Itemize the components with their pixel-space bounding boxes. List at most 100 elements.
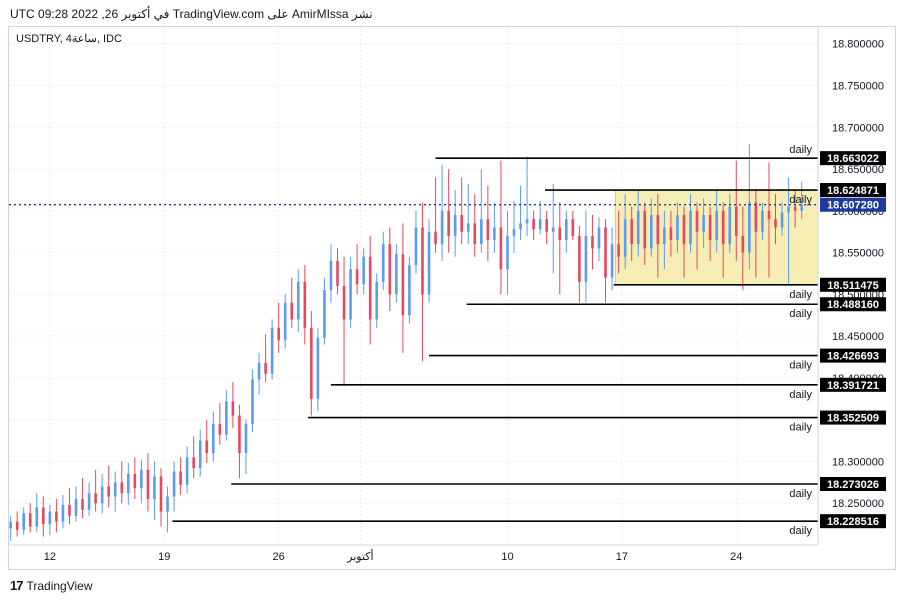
candle-body: [55, 511, 58, 522]
candle-body: [310, 327, 313, 399]
candle-body: [179, 471, 182, 485]
level-price-label: 18.624871: [827, 185, 879, 197]
candle-body: [355, 269, 359, 285]
candle-body: [748, 202, 751, 253]
level-price-tag: [820, 348, 886, 363]
candle-body: [630, 219, 633, 245]
x-tick-label: 24: [730, 551, 742, 563]
candle-body: [669, 227, 673, 241]
candle-body: [545, 219, 548, 232]
candle-body: [68, 504, 71, 516]
candle-body: [87, 493, 91, 510]
candle-body: [774, 219, 777, 228]
candle-body: [140, 469, 143, 489]
candle-body: [277, 327, 280, 341]
candle-body: [283, 302, 287, 341]
candle-body: [682, 214, 686, 245]
candle-body: [28, 513, 32, 527]
candle-body: [421, 227, 424, 295]
candle-body: [218, 423, 222, 435]
level-price-label: 18.663022: [827, 153, 879, 165]
candle-body: [643, 210, 647, 249]
candle-body: [754, 202, 758, 232]
candle-body: [493, 227, 496, 241]
candle-body: [800, 204, 803, 211]
candle-body: [74, 499, 78, 516]
candle-body: [296, 281, 300, 320]
symbol-label[interactable]: USDTRY, 4ساعة, IDC: [16, 33, 122, 45]
level-price-label: 18.352509: [827, 413, 879, 425]
y-tick-label: 18.250000: [832, 498, 884, 510]
candle-body: [9, 521, 12, 529]
candle-body: [447, 210, 450, 236]
candle-body: [480, 219, 483, 245]
candle-body: [427, 231, 431, 295]
candle-body: [708, 214, 712, 241]
candle-body: [565, 219, 568, 241]
publish-header: نشر AmirMIssa على TradingView.com في أكت…: [10, 7, 373, 21]
candle-body: [466, 223, 470, 232]
y-tick-label: 18.700000: [832, 122, 884, 134]
candle-body: [257, 362, 261, 380]
candle-body: [636, 210, 640, 245]
candle-body: [61, 504, 65, 522]
candle-body: [290, 302, 294, 320]
candle-body: [741, 235, 745, 253]
x-tick-label: 26: [273, 551, 285, 563]
candle-body: [656, 214, 660, 245]
candle-body: [617, 244, 620, 257]
candle-body: [702, 214, 705, 232]
candle-body: [591, 235, 594, 249]
candle-body: [532, 219, 535, 230]
level-price-tag: [820, 277, 886, 292]
level-tag: daily: [789, 389, 812, 401]
candle-body: [434, 231, 437, 245]
level-price-tag: [820, 377, 886, 392]
y-tick-label: 18.750000: [832, 80, 884, 92]
candle-body: [525, 219, 529, 224]
candle-body: [166, 496, 169, 512]
candle-body: [198, 440, 202, 469]
level-price-label: 18.228516: [827, 516, 879, 528]
candle-body: [728, 206, 732, 245]
candle-body: [695, 210, 699, 232]
candle-body: [35, 507, 39, 527]
candle-body: [42, 507, 45, 525]
candle-body: [721, 210, 725, 245]
candle-body: [473, 223, 477, 245]
candle-body: [336, 260, 339, 286]
candle-body: [107, 486, 110, 497]
candle-body: [414, 227, 418, 266]
candle-body: [127, 473, 130, 494]
level-price-tag: [820, 297, 886, 312]
candle-body: [251, 379, 254, 424]
level-price-tag: [820, 151, 886, 166]
candle-body: [506, 235, 509, 270]
level-tag: daily: [789, 289, 812, 301]
current-price-tag: [820, 197, 886, 212]
candle-body: [780, 212, 784, 228]
candle-body: [270, 327, 274, 374]
level-price-label: 18.426693: [827, 351, 879, 363]
candle-body: [316, 337, 320, 399]
candle-body: [499, 227, 503, 270]
candle-body: [610, 244, 614, 278]
y-tick-label: 18.650000: [832, 164, 884, 176]
tradingview-logo[interactable]: 17 TradingView: [10, 578, 93, 593]
candle-body: [368, 256, 372, 320]
candle-body: [623, 219, 627, 257]
candle-body: [734, 206, 738, 236]
chart-frame: [8, 26, 896, 570]
level-tag: daily: [789, 144, 812, 156]
candle-body: [767, 210, 771, 220]
candle-body: [185, 457, 189, 485]
candle-body: [597, 227, 601, 249]
level-price-label: 18.488160: [827, 299, 879, 311]
candle-body: [323, 290, 326, 338]
level-tag: daily: [789, 308, 812, 320]
candle-body: [401, 254, 405, 316]
candle-body: [192, 457, 195, 469]
candle-body: [22, 513, 26, 530]
candle-body: [715, 210, 718, 241]
